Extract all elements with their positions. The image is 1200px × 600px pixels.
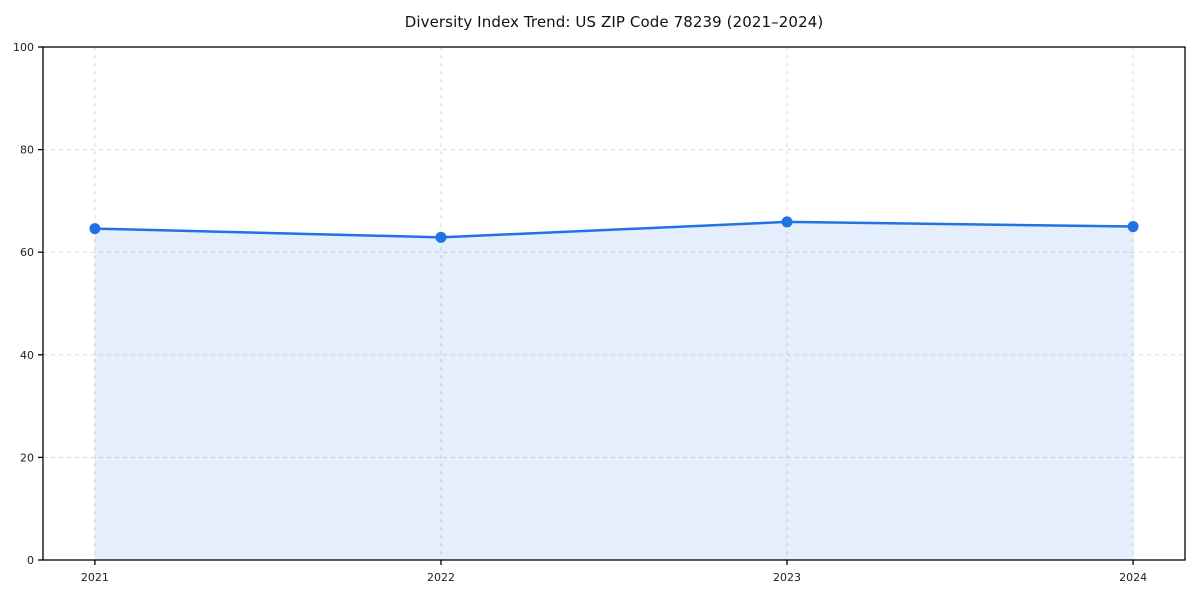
y-tick-label: 60	[20, 246, 34, 259]
x-tick-label: 2023	[773, 571, 801, 584]
y-tick-label: 40	[20, 349, 34, 362]
y-tick-label: 80	[20, 144, 34, 157]
y-tick-label: 20	[20, 451, 34, 464]
data-point-marker	[781, 216, 793, 228]
x-tick-label: 2021	[81, 571, 109, 584]
data-point-marker	[1127, 221, 1139, 233]
plot-frame	[42, 46, 1186, 561]
area-fill	[94, 221, 1134, 561]
data-point-marker	[89, 223, 101, 235]
chart-title: Diversity Index Trend: US ZIP Code 78239…	[404, 13, 824, 31]
y-tick-label: 100	[13, 41, 34, 54]
x-tick-label: 2022	[427, 571, 455, 584]
y-tick-label: 0	[27, 554, 34, 567]
x-tick-label: 2024	[1119, 571, 1147, 584]
data-point-marker	[435, 231, 447, 243]
trend-line	[93, 220, 1135, 239]
